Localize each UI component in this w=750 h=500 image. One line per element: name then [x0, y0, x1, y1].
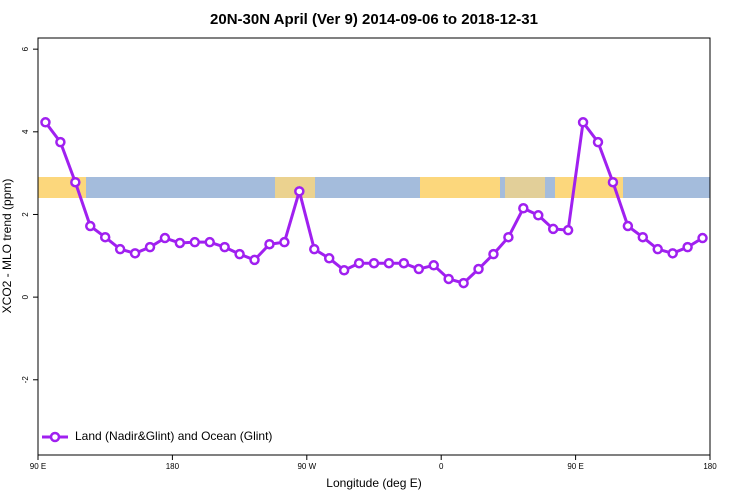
chart-title: 20N-30N April (Ver 9) 2014-09-06 to 2018… [210, 11, 538, 28]
data-point [159, 232, 171, 244]
data-point [189, 236, 201, 248]
x-tick-label: 180 [166, 462, 180, 471]
data-point [443, 273, 454, 285]
data-point [637, 231, 649, 243]
data-point [503, 231, 514, 243]
data-point [383, 257, 395, 269]
data-point [234, 248, 245, 260]
data-point [323, 253, 335, 264]
data-point [144, 241, 156, 253]
data-point [309, 243, 320, 255]
data-point [607, 176, 619, 188]
data-point [204, 236, 215, 248]
x-tick-label: 90 E [567, 462, 583, 471]
x-axis-label: Longitude (deg E) [326, 476, 421, 490]
data-point [398, 257, 410, 269]
y-tick-label: 4 [21, 129, 30, 134]
data-point [219, 241, 230, 253]
data-point [70, 176, 81, 188]
data-point [129, 248, 141, 259]
data-point [533, 210, 544, 221]
data-point [40, 117, 51, 128]
data-point [518, 203, 529, 214]
data-point [592, 136, 604, 148]
data-point [99, 231, 111, 243]
x-tick-label: 180 [703, 462, 717, 471]
y-tick-label: 2 [21, 212, 30, 217]
x-tick-label: 90 W [297, 462, 316, 471]
data-point [279, 236, 290, 248]
data-point [249, 254, 260, 266]
data-point [547, 223, 559, 235]
data-point [622, 220, 634, 232]
x-tick-label: 90 E [30, 462, 46, 471]
data-point [413, 263, 425, 275]
data-point [264, 238, 275, 250]
y-axis-label: XCO2 - MLO trend (ppm) [0, 179, 14, 314]
data-point [697, 232, 708, 244]
data-point [488, 248, 499, 260]
data-point [338, 265, 350, 276]
data-point [55, 136, 66, 148]
x-tick-label: 0 [439, 462, 444, 471]
data-point [428, 260, 439, 271]
data-point [458, 277, 469, 289]
data-point [174, 237, 186, 249]
map-strip [38, 177, 710, 198]
data-point [652, 243, 663, 255]
data-point [368, 257, 380, 269]
y-tick-label: 0 [21, 294, 30, 299]
data-point [577, 117, 589, 128]
data-point [294, 186, 305, 197]
y-tick-label: -2 [21, 376, 30, 384]
data-point [473, 263, 484, 275]
data-point [114, 243, 126, 255]
data-point [85, 220, 96, 232]
data-point [562, 224, 574, 236]
y-tick-label: 6 [21, 46, 30, 51]
data-point [682, 241, 693, 253]
data-point [667, 248, 678, 259]
plot-frame [37, 37, 711, 456]
legend: Land (Nadir&Glint) and Ocean (Glint) [42, 429, 272, 443]
legend-label: Land (Nadir&Glint) and Ocean (Glint) [75, 429, 272, 443]
data-point [353, 257, 365, 269]
legend-marker [49, 431, 61, 443]
